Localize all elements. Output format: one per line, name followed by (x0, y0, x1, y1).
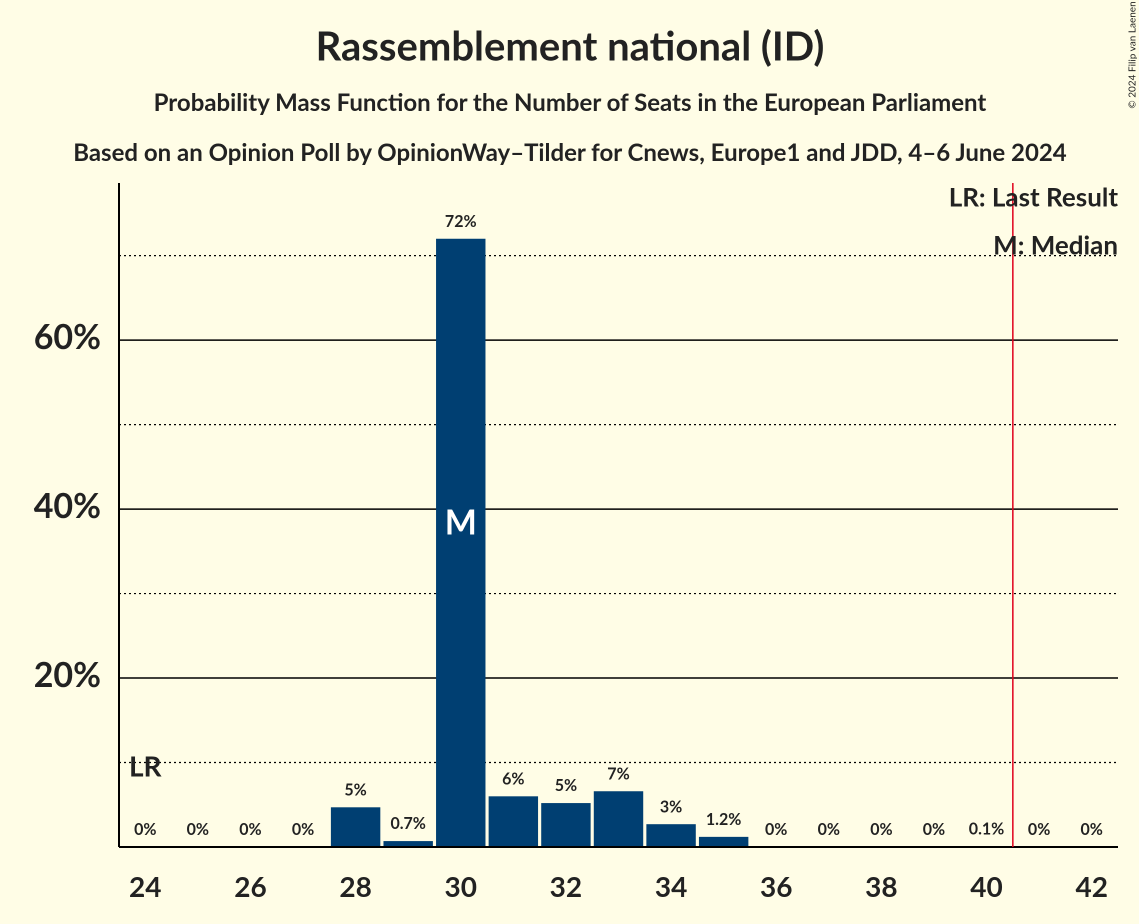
value-label: 0% (765, 820, 787, 839)
value-label: 1.2% (706, 810, 741, 829)
value-label: 0% (818, 820, 840, 839)
value-label: 0.1% (969, 819, 1004, 838)
x-tick-label: 40 (970, 869, 1002, 903)
value-label: 0% (292, 820, 314, 839)
copyright: © 2024 Filip van Laenen (1127, 1, 1139, 108)
value-label: 5% (344, 780, 366, 799)
chart-subtitle: Probability Mass Function for the Number… (154, 88, 987, 117)
value-label: 5% (555, 776, 577, 795)
y-tick-label: 60% (34, 316, 101, 357)
bar (541, 803, 591, 847)
median-marker: M (445, 502, 477, 543)
y-tick-label: 20% (34, 654, 101, 695)
x-tick-label: 36 (760, 869, 792, 903)
x-tick-label: 26 (234, 869, 266, 903)
value-label: 0% (187, 820, 209, 839)
value-label: 6% (502, 769, 524, 788)
bar (488, 796, 539, 847)
value-label: 0% (134, 820, 156, 839)
x-tick-label: 38 (865, 869, 897, 903)
bar (646, 824, 696, 847)
value-label: 0% (1081, 820, 1103, 839)
bar (698, 836, 749, 847)
source-note: Based on an Opinion Poll by OpinionWay–T… (73, 138, 1067, 167)
lr-marker: LR (129, 748, 163, 782)
x-tick-label: 42 (1075, 869, 1107, 903)
value-label: 3% (660, 797, 682, 816)
value-label: 0% (1028, 820, 1050, 839)
bar (330, 807, 381, 847)
value-label: 0% (239, 820, 261, 839)
bar (383, 841, 433, 847)
value-label: 72% (445, 212, 477, 231)
x-tick-label: 28 (339, 869, 371, 903)
value-label: 0% (923, 820, 945, 839)
bar (436, 238, 486, 847)
value-label: 0% (870, 820, 892, 839)
y-tick-label: 40% (34, 485, 101, 526)
x-tick-label: 32 (550, 869, 582, 903)
value-label: 7% (607, 764, 629, 783)
legend-entry: LR: Last Result (949, 181, 1119, 213)
x-tick-label: 24 (129, 869, 161, 903)
bar (593, 791, 644, 847)
x-tick-label: 34 (655, 869, 687, 903)
chart-title: Rassemblement national (ID) (316, 21, 825, 69)
x-tick-label: 30 (445, 869, 477, 903)
value-label: 0.7% (390, 814, 425, 833)
legend-entry: M: Median (993, 229, 1118, 261)
